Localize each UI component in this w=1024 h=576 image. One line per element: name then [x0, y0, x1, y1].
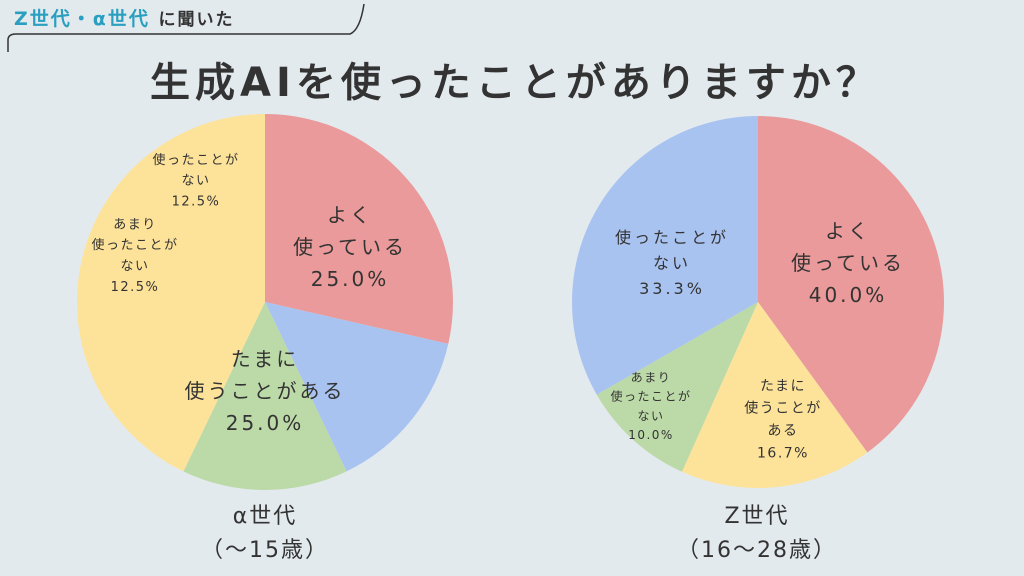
slice-label-line: ない [637, 409, 664, 423]
slice-label-line: よく [327, 203, 373, 227]
slice-label-line: たまに [231, 347, 299, 371]
pie-slice-sometimes [681, 302, 868, 488]
slice-label-line: 使っている [293, 235, 407, 259]
slice-label-never: 使ったことがない 12.5% [152, 152, 239, 210]
caption-alpha-subtitle: （〜15歳） [201, 538, 329, 563]
slice-label-often: よく使っている 25.0% [293, 203, 407, 291]
slice-label-line: 使うことが [744, 400, 822, 417]
slice-label-line: 使うことがある [185, 379, 346, 403]
slice-label-line: 12.5% [172, 194, 221, 209]
pie-slice-sometimes [77, 114, 265, 472]
slice-label-line: ない [653, 254, 691, 273]
header-tag-plain: に聞いた [158, 10, 235, 30]
page-title: 生成AIを使ったことがありますか？ [150, 60, 881, 106]
pie-chart-z: よく使っている 40.0%たまに使うことがある 16.7%あまり使ったことがない 10… [572, 116, 944, 488]
caption-alpha-title: α世代 [232, 504, 298, 529]
slice-label-sometimes: たまに使うことがある 25.0% [185, 347, 346, 435]
pie-slice-often [265, 114, 453, 344]
slice-label-line: 使ったことが [152, 152, 239, 168]
header-underline [7, 3, 365, 52]
caption-z-title: Z世代 [724, 504, 790, 529]
pie-slice-never [265, 302, 449, 472]
slice-label-line: ある [768, 423, 799, 439]
slice-label-line: 使っている [791, 251, 905, 275]
slice-label-never: 使ったことがない 33.3% [615, 228, 729, 298]
pie-slice-often [758, 116, 944, 453]
slice-label-line: 使ったことが [615, 228, 729, 247]
slice-label-line: ない [120, 259, 149, 274]
slice-label-rarely: あまり使ったことがない 12.5% [91, 217, 178, 294]
slice-label-line: 10.0% [628, 428, 674, 442]
slice-label-line: 16.7% [757, 446, 809, 462]
pie-slice-never [572, 116, 758, 395]
slice-label-line: たまに [760, 378, 806, 394]
pie-chart-alpha: よく使っている 25.0%たまに使うことがある 25.0%あまり使ったことがない 12… [77, 114, 453, 490]
slice-label-line: 12.5% [111, 280, 160, 295]
slice-label-rarely: あまり使ったことがない 10.0% [610, 370, 691, 442]
slice-label-line: よく [825, 219, 871, 243]
slice-label-often: よく使っている 40.0% [791, 219, 905, 307]
slice-label-line: 使ったことが [91, 237, 178, 253]
slice-label-line: ない [181, 174, 210, 189]
header-tag-accent: Z世代・α世代 [14, 8, 150, 30]
slice-label-line: 25.0% [226, 411, 305, 435]
slice-label-line: あまり [113, 217, 157, 232]
caption-alpha: α世代 （〜15歳） [165, 500, 365, 568]
slice-label-line: 33.3% [639, 279, 705, 298]
caption-z-subtitle: （16〜28歳） [677, 538, 837, 563]
slice-label-sometimes: たまに使うことがある 16.7% [744, 378, 822, 461]
slice-label-line: あまり [631, 370, 672, 384]
slice-label-line: 25.0% [311, 267, 390, 291]
pie-slice-rarely [183, 302, 347, 490]
slice-label-line: 使ったことが [610, 389, 691, 404]
caption-z: Z世代 （16〜28歳） [657, 500, 857, 568]
slice-label-line: 40.0% [809, 283, 888, 307]
header-tag: Z世代・α世代 に聞いた [14, 4, 234, 31]
pie-slice-rarely [596, 302, 758, 472]
